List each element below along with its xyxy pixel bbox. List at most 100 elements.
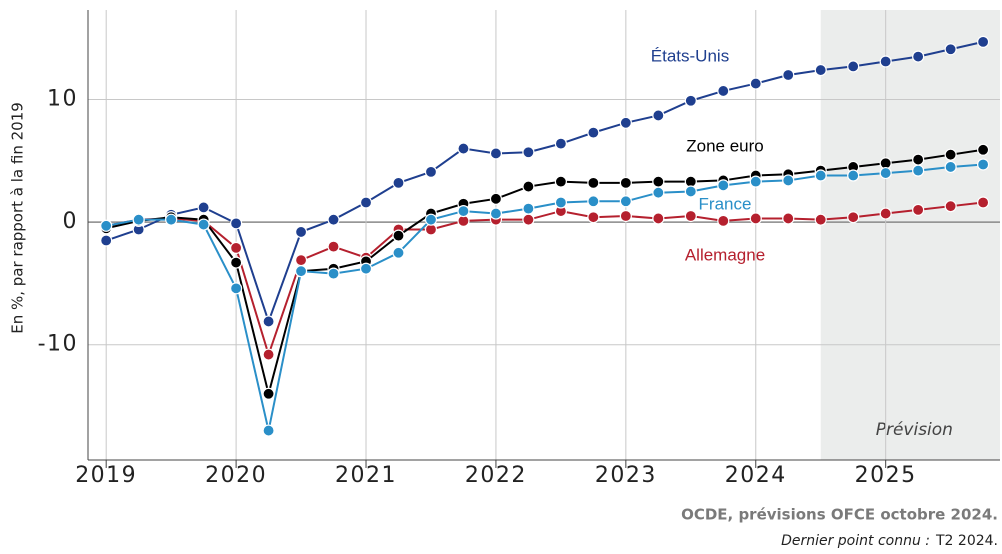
point: [652, 175, 665, 188]
point: [847, 169, 860, 182]
series-label: Allemagne: [685, 245, 765, 264]
source: OCDE, prévisions OFCE octobre 2024.: [681, 506, 998, 524]
point: [879, 55, 892, 68]
point: [749, 77, 762, 90]
point: [782, 68, 795, 82]
y-tick-label: 10: [47, 87, 78, 112]
point: [782, 174, 795, 187]
x-tick-label: 2021: [335, 463, 397, 488]
point: [262, 387, 275, 400]
point: [522, 180, 535, 193]
point: [619, 116, 632, 129]
point: [522, 146, 535, 159]
note-value: T2 2024.: [935, 533, 998, 549]
y-tick-label: 0: [63, 209, 79, 234]
series-label: France: [699, 194, 752, 213]
point: [359, 196, 373, 209]
series-line: [106, 163, 984, 431]
point: [944, 148, 957, 161]
point: [652, 109, 665, 122]
point: [554, 137, 567, 150]
point: [977, 196, 990, 209]
point: [749, 175, 762, 188]
point: [294, 265, 308, 278]
note: Dernier point connu :: [781, 533, 930, 549]
point: [262, 348, 275, 361]
point: [359, 262, 373, 275]
point: [489, 147, 503, 160]
point: [944, 200, 957, 213]
point: [230, 282, 243, 295]
point: [457, 204, 470, 218]
point: [879, 166, 892, 180]
point: [294, 225, 308, 239]
point: [522, 202, 535, 215]
point: [424, 213, 438, 226]
point: [587, 211, 600, 224]
point: [912, 203, 925, 216]
point: [977, 35, 990, 48]
point: [294, 254, 308, 267]
point: [587, 195, 600, 208]
point: [230, 217, 243, 230]
series-label: États-Unis: [651, 46, 729, 65]
series-line: [105, 40, 984, 325]
point: [554, 175, 567, 188]
point: [230, 256, 243, 269]
forecast-area: [820, 10, 1000, 460]
point: [652, 212, 665, 225]
point: [619, 176, 632, 189]
point: [424, 165, 438, 178]
x-tick-label: 2022: [465, 463, 527, 488]
point: [619, 209, 632, 223]
point: [847, 211, 860, 224]
point: [717, 84, 730, 98]
point: [262, 315, 275, 328]
y-tick-label: -10: [38, 332, 78, 357]
forecast-label: Prévision: [876, 420, 953, 440]
point: [944, 160, 957, 174]
point: [652, 186, 665, 199]
point: [847, 60, 860, 73]
point: [489, 207, 503, 220]
y-axis-label: En %, par rapport à la fin 2019: [9, 102, 27, 334]
series-line: [106, 201, 984, 358]
series-line: [105, 148, 984, 395]
point: [684, 209, 697, 223]
point: [814, 63, 827, 77]
point: [522, 213, 535, 226]
point: [489, 192, 503, 205]
point: [977, 158, 990, 171]
point: [879, 207, 892, 220]
point: [457, 142, 470, 155]
point: [327, 240, 340, 253]
point: [392, 246, 405, 259]
point: [717, 179, 730, 192]
point: [977, 143, 990, 156]
point: [327, 213, 340, 226]
point: [262, 424, 275, 437]
point: [587, 126, 600, 139]
series-label: Zone euro: [686, 136, 764, 155]
point: [619, 195, 632, 208]
point: [944, 43, 957, 56]
x-tick-label: 2023: [595, 463, 657, 488]
point: [554, 196, 567, 209]
point: [100, 234, 113, 247]
point: [165, 213, 178, 226]
point: [327, 267, 340, 280]
point: [912, 164, 925, 177]
point: [782, 212, 795, 225]
point: [684, 94, 697, 107]
point: [717, 214, 730, 227]
point: [814, 169, 827, 182]
point: [230, 241, 243, 254]
point: [392, 229, 405, 242]
point: [912, 50, 925, 63]
x-tick-label: 2025: [855, 463, 917, 488]
point: [100, 219, 113, 232]
point: [132, 213, 145, 226]
point: [587, 176, 600, 189]
point: [912, 153, 925, 166]
